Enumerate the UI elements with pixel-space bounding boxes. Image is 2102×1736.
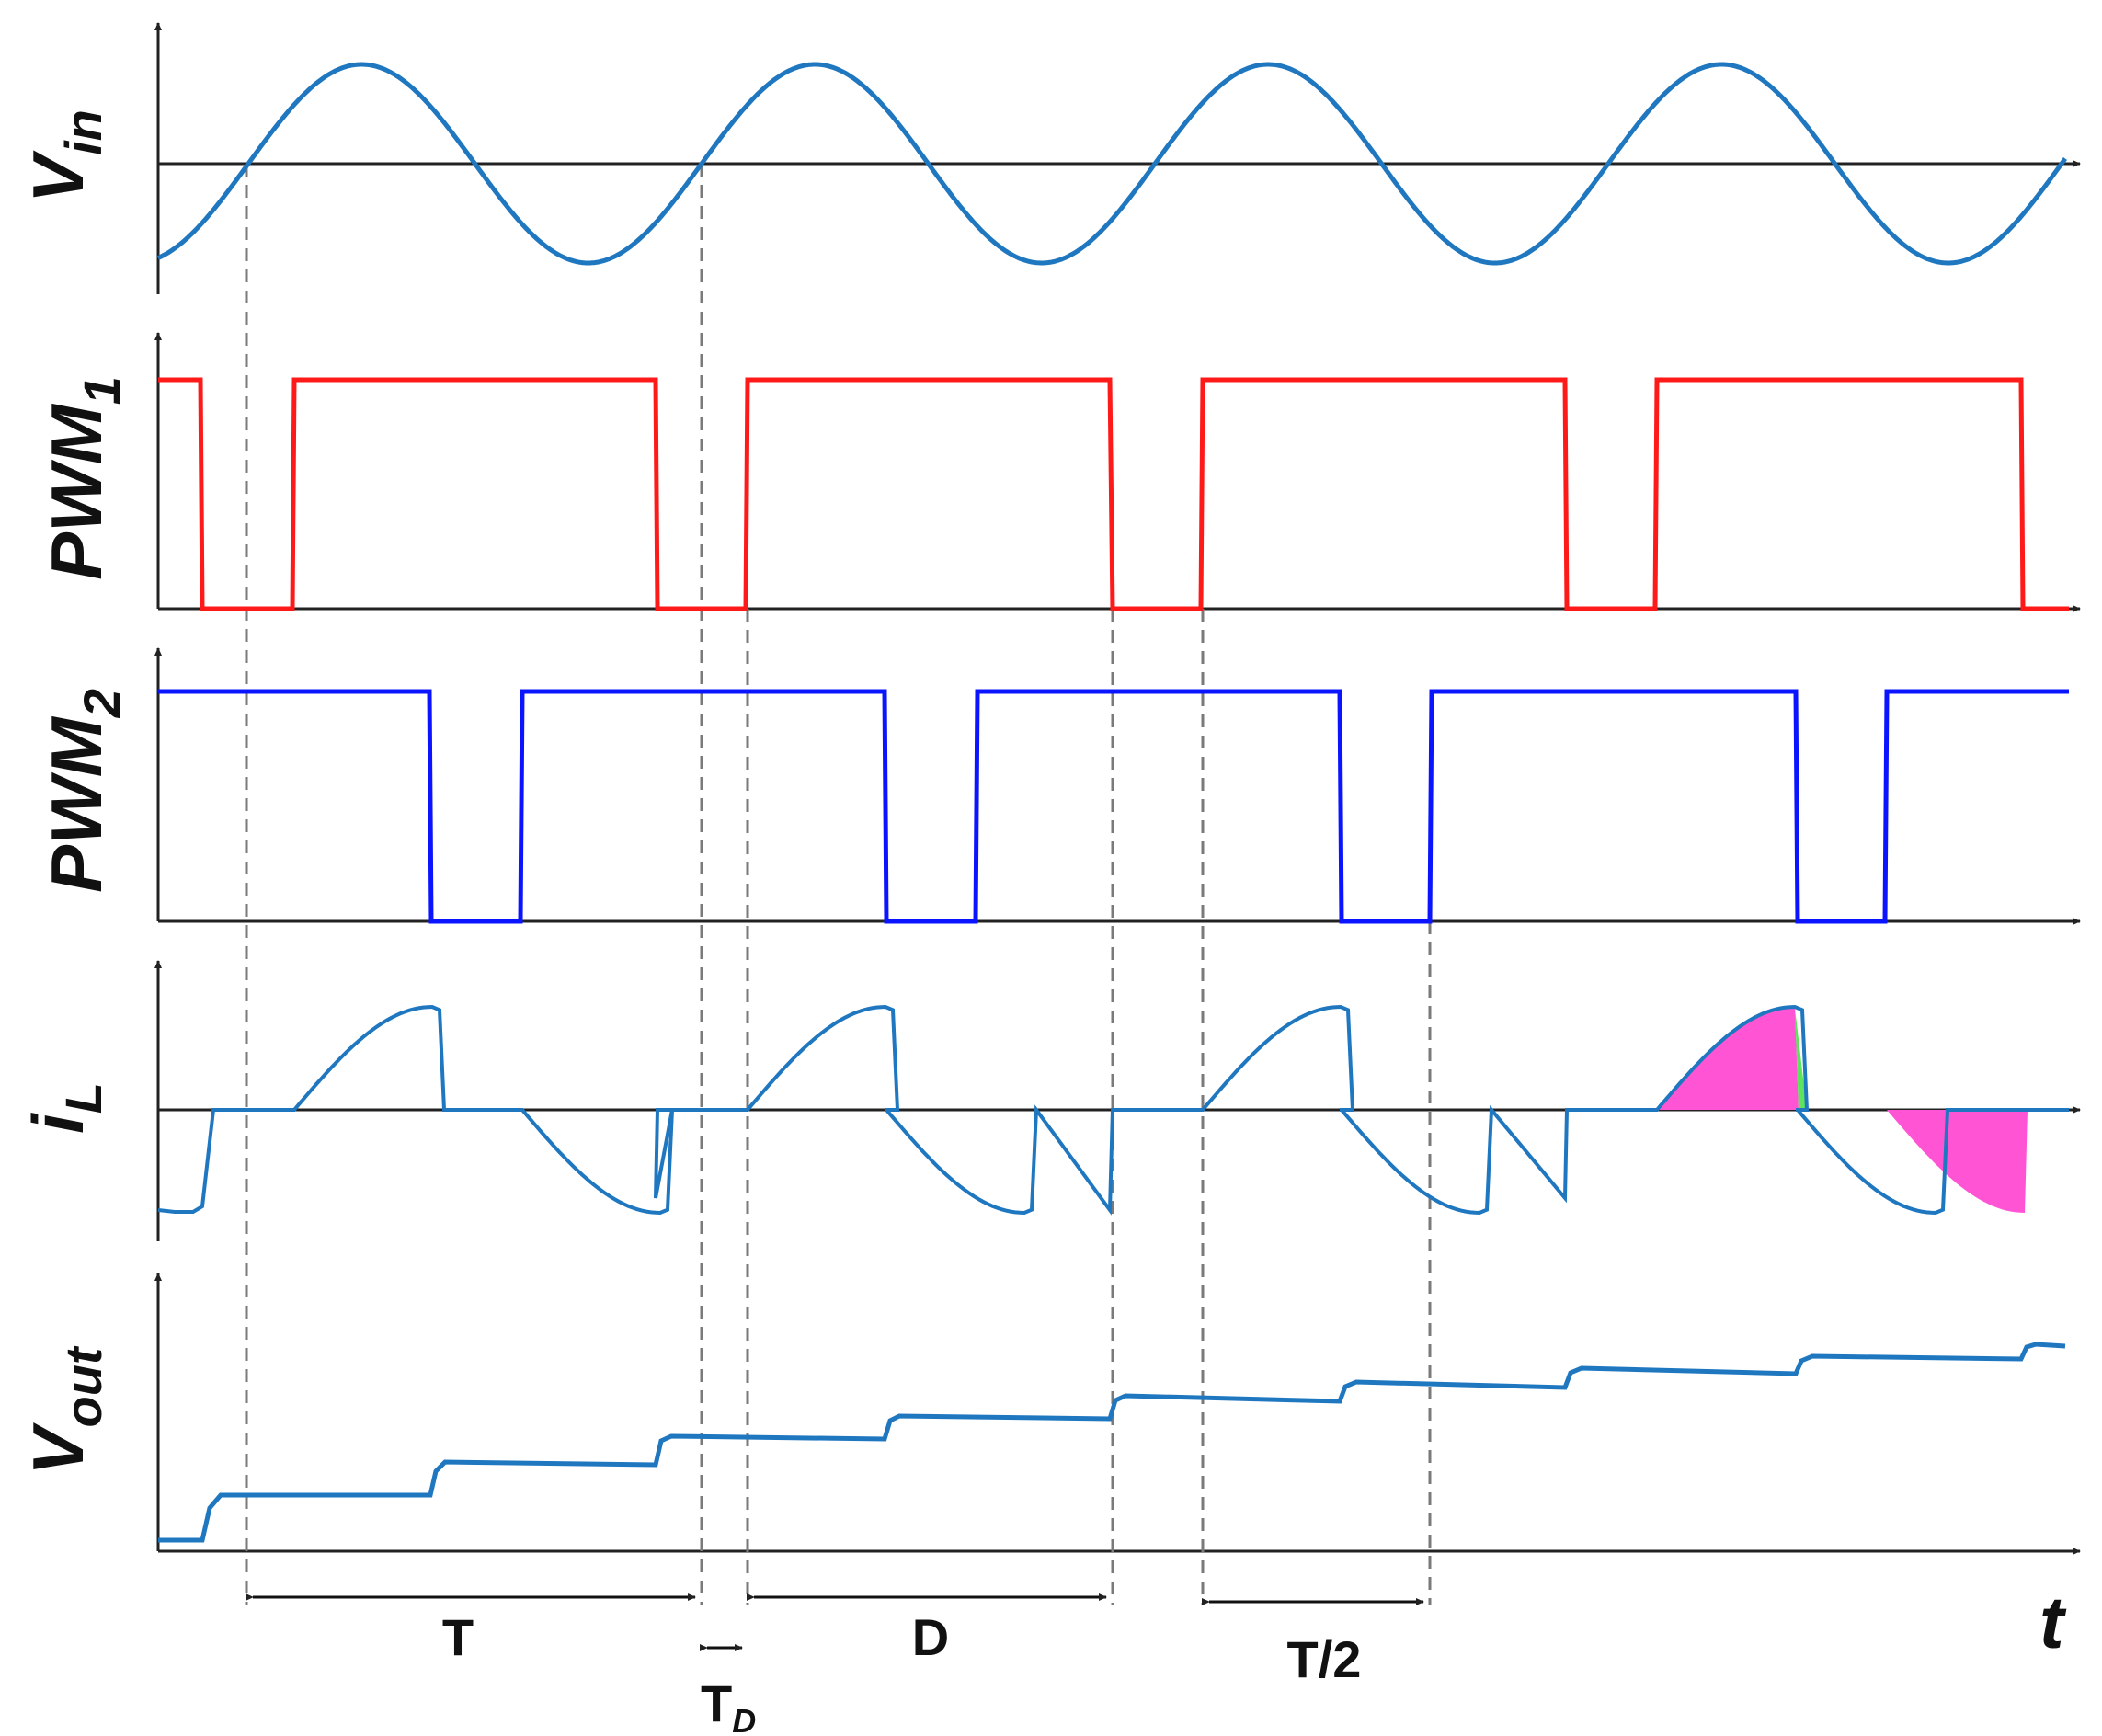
svg-text:Vin: Vin — [17, 109, 112, 203]
pwm1-waveform — [158, 377, 2069, 611]
dead-time-label: TD — [701, 1674, 756, 1736]
vout-label: Vout — [17, 1345, 112, 1475]
pwm1-axes — [154, 332, 2081, 612]
time-axis-label: t — [2039, 1582, 2067, 1663]
svg-text:iL: iL — [17, 1082, 112, 1134]
vin-axes — [154, 22, 2081, 294]
svg-text:Vout: Vout — [17, 1345, 112, 1475]
vin-waveform — [156, 62, 2068, 266]
svg-text:PWM2: PWM2 — [36, 689, 131, 893]
pwm1-label: PWM1 — [36, 376, 131, 580]
pwm2-waveform — [158, 689, 2069, 924]
duty-label: D — [912, 1608, 949, 1666]
interval-annotations — [246, 1593, 1424, 1651]
vout-waveform — [158, 1342, 2066, 1543]
il-fill-negative — [1887, 1110, 2028, 1213]
pwm2-label: PWM2 — [36, 689, 131, 893]
vout-axes — [154, 1273, 2081, 1555]
il-fill-positive — [1657, 1007, 1799, 1110]
half-period-label: T/2 — [1287, 1630, 1362, 1688]
il-label: iL — [17, 1082, 112, 1134]
vin-label: Vin — [17, 109, 112, 203]
period-label: T — [442, 1608, 474, 1666]
il-waveform — [157, 1004, 2069, 1216]
svg-text:PWM1: PWM1 — [36, 376, 131, 580]
